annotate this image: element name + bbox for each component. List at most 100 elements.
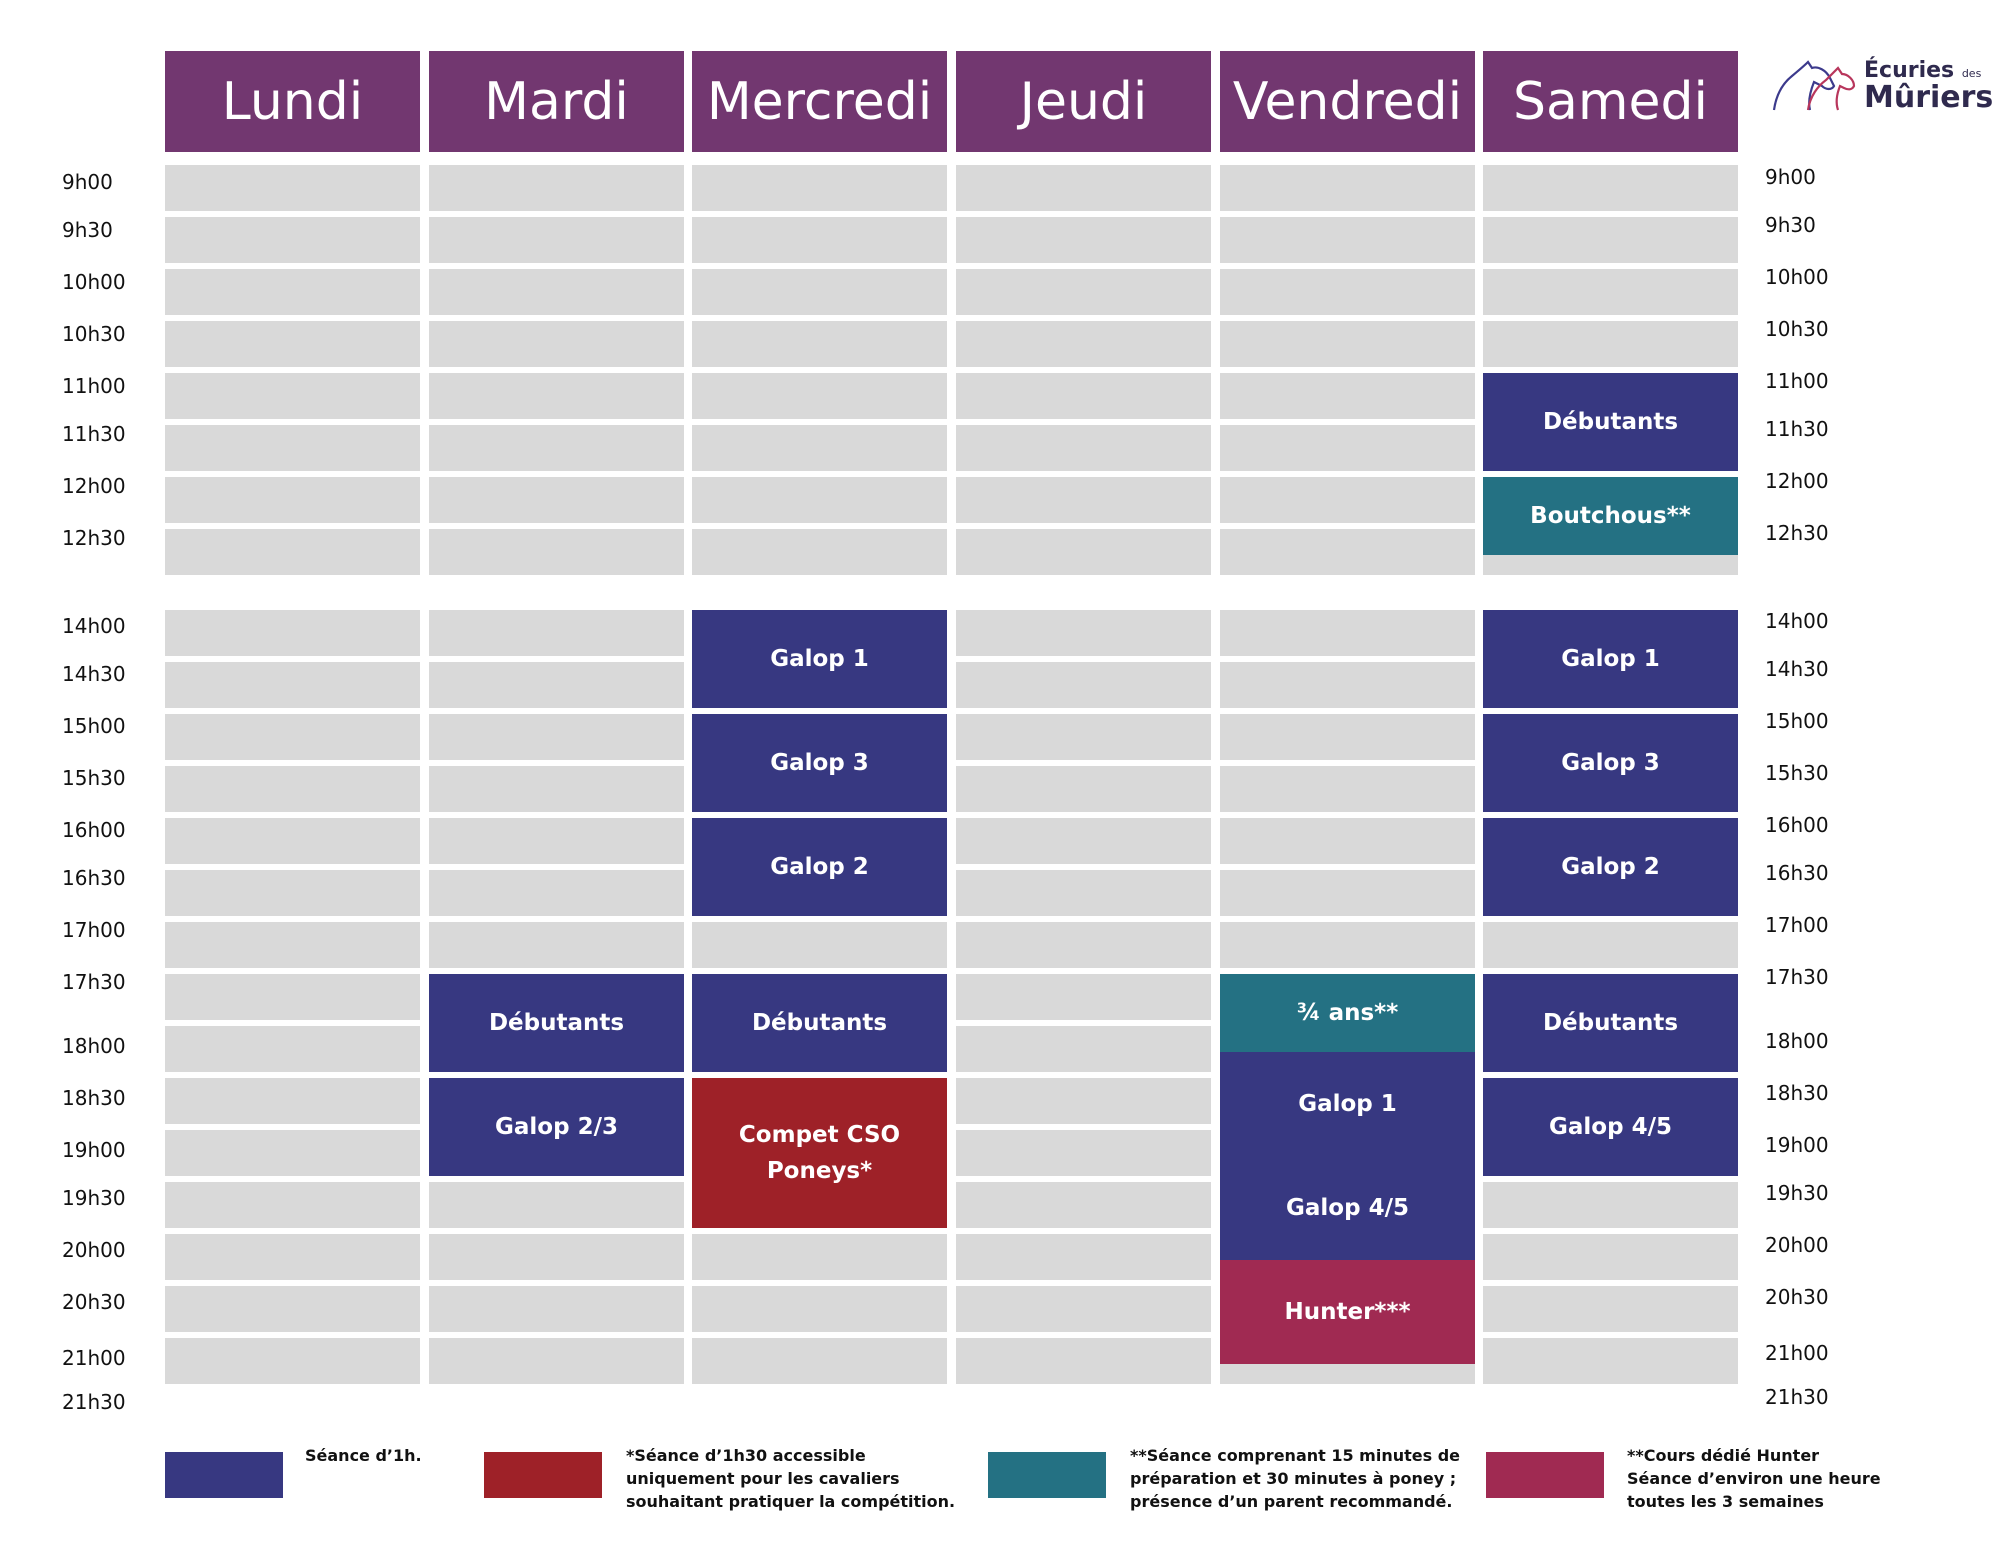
event-label: Débutants (488, 1010, 625, 1036)
empty-slot (429, 870, 684, 916)
time-label-right: 16h30 (1765, 861, 1829, 885)
empty-slot (1220, 165, 1475, 211)
empty-slot (692, 529, 947, 575)
event-label: Boutchous** (1530, 503, 1691, 529)
empty-slot (956, 766, 1211, 812)
time-label-left: 17h30 (62, 970, 126, 994)
empty-slot (165, 217, 420, 263)
event-preparation[interactable]: ¾ ans** (1220, 974, 1475, 1052)
day-header-mardi: Mardi (429, 51, 684, 152)
time-label-left: 15h00 (62, 714, 126, 738)
empty-slot (165, 714, 420, 760)
empty-slot (429, 321, 684, 367)
time-label-right: 17h00 (1765, 913, 1829, 937)
event-seance_1h[interactable]: Débutants (1483, 974, 1738, 1072)
time-label-right: 12h30 (1765, 521, 1829, 545)
empty-slot (956, 662, 1211, 708)
empty-slot (429, 529, 684, 575)
empty-slot (165, 1182, 420, 1228)
event-seance_1h[interactable]: Débutants (692, 974, 947, 1072)
time-label-right: 19h00 (1765, 1133, 1829, 1157)
event-seance_1h[interactable]: Galop 3 (692, 714, 947, 812)
empty-slot (1220, 870, 1475, 916)
empty-slot (956, 529, 1211, 575)
day-header-samedi: Samedi (1483, 51, 1738, 152)
event-seance_1h[interactable]: Galop 4/5 (1483, 1078, 1738, 1176)
empty-slot (165, 425, 420, 471)
legend-swatch-competition (484, 1452, 602, 1498)
empty-slot (1483, 1338, 1738, 1384)
empty-slot (956, 1286, 1211, 1332)
event-label: Galop 2 (1561, 854, 1660, 880)
event-label: Débutants (1542, 409, 1679, 435)
empty-slot (956, 217, 1211, 263)
empty-slot (692, 477, 947, 523)
empty-slot (1220, 529, 1475, 575)
legend-text-preparation: **Séance comprenant 15 minutes de prépar… (1130, 1446, 1461, 1511)
empty-slot (1483, 165, 1738, 211)
logo: Écuries des Mûriers (1768, 52, 1993, 122)
event-label: ¾ ans** (1296, 1000, 1399, 1026)
time-label-left: 10h30 (62, 322, 126, 346)
time-label-left: 15h30 (62, 766, 126, 790)
event-competition[interactable]: Compet CSO Poneys* (692, 1078, 947, 1228)
event-label: Galop 1 (1561, 646, 1660, 672)
time-label-right: 14h30 (1765, 657, 1829, 681)
event-label: Galop 3 (770, 750, 869, 776)
time-label-left: 18h00 (62, 1034, 126, 1058)
empty-slot (165, 1286, 420, 1332)
empty-slot (165, 818, 420, 864)
empty-slot (429, 269, 684, 315)
logo-text-muriers: Mûriers (1864, 80, 1994, 115)
time-label-left: 12h30 (62, 526, 126, 550)
empty-slot (692, 1286, 947, 1332)
empty-slot (1483, 1286, 1738, 1332)
time-label-left: 10h00 (62, 270, 126, 294)
event-seance_1h[interactable]: Débutants (1483, 373, 1738, 471)
event-seance_1h[interactable]: Galop 2 (1483, 818, 1738, 916)
empty-slot (692, 269, 947, 315)
empty-slot (1220, 818, 1475, 864)
time-label-left: 16h00 (62, 818, 126, 842)
time-label-right: 20h00 (1765, 1233, 1829, 1257)
event-seance_1h[interactable]: Débutants (429, 974, 684, 1072)
event-seance_1h[interactable]: Galop 1 (692, 610, 947, 708)
time-label-left: 16h30 (62, 866, 126, 890)
empty-slot (692, 165, 947, 211)
time-label-left: 9h30 (62, 218, 113, 242)
event-seance_1h[interactable]: Galop 1 (1220, 1052, 1475, 1156)
event-seance_1h[interactable]: Galop 2/3 (429, 1078, 684, 1176)
empty-slot (1483, 1182, 1738, 1228)
empty-slot (165, 321, 420, 367)
event-label: Débutants (751, 1010, 888, 1036)
time-label-right: 15h00 (1765, 709, 1829, 733)
empty-slot (956, 714, 1211, 760)
empty-slot (1220, 425, 1475, 471)
event-hunter[interactable]: Hunter*** (1220, 1260, 1475, 1364)
event-seance_1h[interactable]: Galop 2 (692, 818, 947, 916)
empty-slot (1220, 373, 1475, 419)
event-label: Galop 2 (770, 854, 869, 880)
event-seance_1h[interactable]: Galop 4/5 (1220, 1156, 1475, 1260)
time-label-right: 15h30 (1765, 761, 1829, 785)
time-label-left: 19h30 (62, 1186, 126, 1210)
logo-text-ecuries: Écuries (1864, 58, 1955, 83)
empty-slot (956, 1234, 1211, 1280)
empty-slot (956, 1182, 1211, 1228)
empty-slot (1483, 269, 1738, 315)
empty-slot (429, 662, 684, 708)
empty-slot (429, 425, 684, 471)
empty-slot (165, 1234, 420, 1280)
time-label-left: 14h00 (62, 614, 126, 638)
legend-swatch-preparation (988, 1452, 1106, 1498)
event-preparation[interactable]: Boutchous** (1483, 477, 1738, 555)
time-label-right: 19h30 (1765, 1181, 1829, 1205)
time-label-left: 21h00 (62, 1346, 126, 1370)
event-label: Galop 1 (770, 646, 869, 672)
event-seance_1h[interactable]: Galop 1 (1483, 610, 1738, 708)
legend-text-competition: *Séance d’1h30 accessible uniquement pou… (626, 1446, 956, 1511)
empty-slot (429, 610, 684, 656)
event-seance_1h[interactable]: Galop 3 (1483, 714, 1738, 812)
time-label-right: 9h30 (1765, 213, 1816, 237)
empty-slot (956, 870, 1211, 916)
